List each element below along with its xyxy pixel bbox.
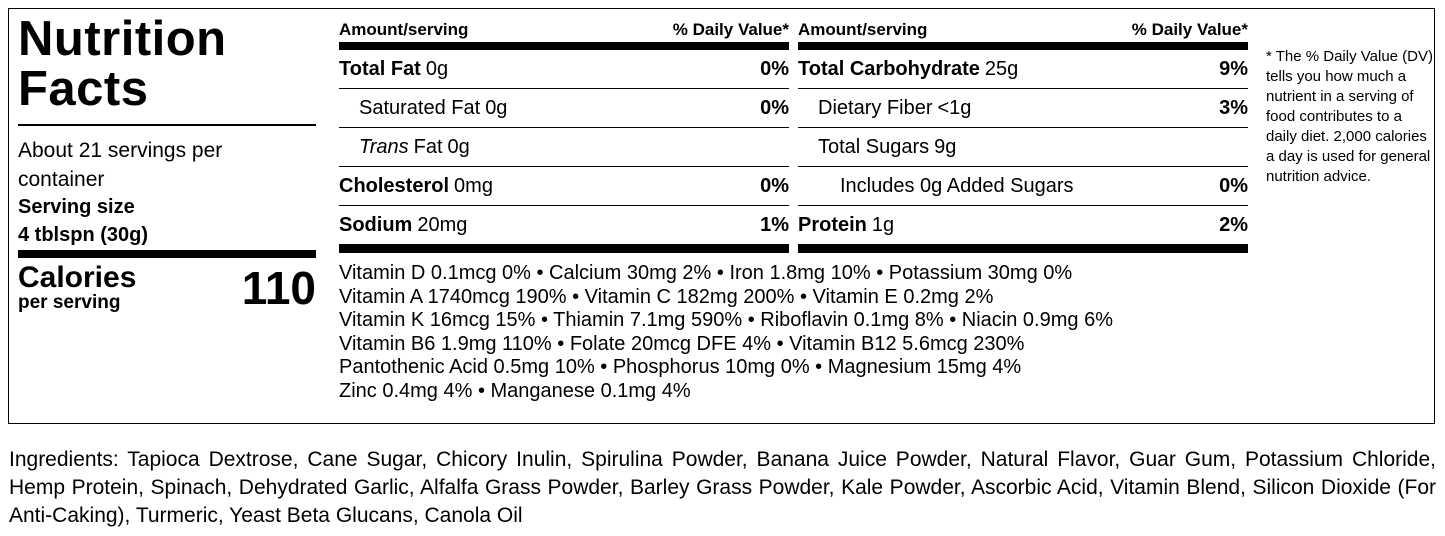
nutrient-row: Total Carbohydrate 25g 9% [798, 50, 1248, 89]
daily-value: 0% [760, 97, 789, 119]
nutrient-amount: 0g [485, 97, 508, 119]
nutrient-amount: 0g [447, 136, 470, 158]
nutrient-name: Saturated Fat [359, 97, 481, 119]
nutrient: Sodium 20mg [339, 206, 467, 244]
calories: 110 [241, 262, 316, 314]
nutrient: Saturated Fat 0g [359, 89, 507, 127]
nutrient-amount: 0g [425, 58, 449, 80]
nutrient-amount: 25g [984, 58, 1019, 80]
daily-value: 0% [760, 58, 789, 80]
daily-value: 1% [760, 214, 789, 236]
daily-value: 2% [1219, 214, 1248, 236]
vitamin-line: Vitamin B6 1.9mg 110% • Folate 20mcg DFE… [339, 332, 1025, 355]
label-box [8, 8, 1435, 424]
header-dv: % Daily Value* [1131, 20, 1248, 39]
vitamin-line: Zinc 0.4mg 4% • Manganese 0.1mg 4% [339, 379, 691, 402]
nutrient-name: Total Sugars [818, 136, 930, 158]
daily-value: 3% [1219, 97, 1248, 119]
table-header: Amount/serving % Daily Value* [339, 18, 789, 50]
header-dv: % Daily Value* [672, 20, 789, 39]
nutrient: Includes 0g Added Sugars [840, 167, 1074, 205]
nutrient-row: Protein 1g 2% [798, 206, 1248, 253]
nutrient-name: Fat [413, 136, 443, 158]
daily-value: 0% [1219, 175, 1248, 197]
calories-label: Calories [18, 261, 137, 294]
vitamin-line: Vitamin A 1740mcg 190% • Vitamin C 182mg… [339, 285, 994, 308]
nutrient-name: Protein [798, 214, 867, 236]
nutrient: Trans Fat 0g [359, 128, 470, 166]
nutrient-name: Total Carbohydrate [798, 58, 980, 80]
nutrient-table: Amount/serving % Daily Value* Total Carboh… [798, 18, 1248, 253]
nutrient-name: Sodium [339, 214, 413, 236]
nutrient-amount: 20mg [417, 214, 468, 236]
nutrient-row: Total Sugars 9g [798, 128, 1248, 167]
nutrient: Cholesterol 0mg [339, 167, 493, 205]
nutrient-name-italic: Trans [359, 136, 409, 158]
serving-size-label: Serving size [18, 196, 135, 218]
header-amount: Amount/serving [798, 20, 928, 39]
servings: About 21 servings per container [18, 139, 223, 191]
calories-sub: per serving [18, 292, 121, 313]
rule [18, 124, 316, 126]
nutrient-row: Total Fat 0g 0% [339, 50, 789, 89]
nutrient: Protein 1g [798, 206, 894, 244]
nutrient-row: Saturated Fat 0g 0% [339, 89, 789, 128]
nutrient: Total Sugars 9g [818, 128, 956, 166]
ingredients: Ingredients: Tapioca Dextrose, Cane Suga… [9, 448, 1436, 527]
thick-rule [18, 250, 316, 258]
nutrient-amount: 0mg [454, 175, 493, 197]
title: Nutrition Facts [18, 12, 227, 116]
nutrient-amount: 9g [934, 136, 957, 158]
daily-value: 0% [760, 175, 789, 197]
nutrient-row: Trans Fat 0g [339, 128, 789, 167]
nutrient-row: Sodium 20mg 1% [339, 206, 789, 253]
nutrient-name: Includes 0g Added Sugars [840, 175, 1074, 197]
footnote: * The % Daily Value (DV) tells you how m… [1266, 48, 1434, 185]
nutrient: Dietary Fiber <1g [818, 89, 971, 127]
table-header: Amount/serving % Daily Value* [798, 18, 1248, 50]
vitamins: Vitamin D 0.1mcg 0% • Calcium 30mg 2% • … [339, 262, 1113, 404]
nutrient-row: Cholesterol 0mg 0% [339, 167, 789, 206]
nutrient-name: Total Fat [339, 58, 421, 80]
nutrient-row: Dietary Fiber <1g 3% [798, 89, 1248, 128]
serving-size: 4 tblspn (30g) [18, 224, 149, 246]
nutrient: Total Fat 0g [339, 50, 448, 88]
nutrient: Total Carbohydrate 25g [798, 50, 1018, 88]
nutrient-row: Includes 0g Added Sugars 0% [798, 167, 1248, 206]
header-amount: Amount/serving [339, 20, 469, 39]
nutrient-amount: <1g [937, 97, 972, 119]
nutrient-name: Cholesterol [339, 175, 450, 197]
nutrient-table: Amount/serving% Daily Value* Total Fat 0g 0… [339, 18, 789, 253]
vitamin-line: Vitamin K 16mcg 15% • Thiamin 7.1mg 590%… [339, 309, 1113, 332]
nutrient-name: Dietary Fiber [818, 97, 933, 119]
vitamin-line: Pantothenic Acid 0.5mg 10% • Phosphorus … [339, 356, 1022, 379]
vitamin-line: Vitamin D 0.1mcg 0% • Calcium 30mg 2% • … [339, 262, 1073, 284]
nutrient-amount: 1g [871, 214, 895, 236]
daily-value: 9% [1219, 58, 1248, 80]
